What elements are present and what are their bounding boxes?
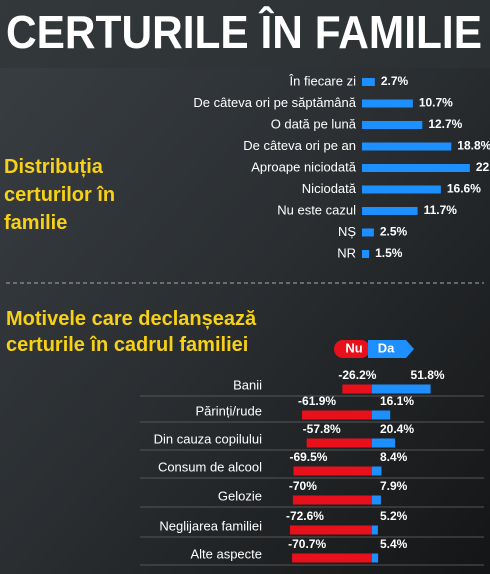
value-label: -70.7% [288, 537, 326, 551]
bar [362, 78, 375, 86]
value-label: 8.4% [380, 450, 408, 464]
bar [362, 207, 418, 215]
main-title: CERTURILE ÎN FAMILIE [6, 6, 482, 58]
legend-arrow [406, 340, 414, 358]
category-label: Gelozie [218, 488, 262, 503]
value-label: -26.2% [338, 368, 376, 382]
category-label: Nu este cazul [277, 202, 356, 217]
value-label: 1.5% [375, 246, 403, 260]
value-label: -69.5% [289, 450, 327, 464]
legend-label: Nu [345, 340, 362, 355]
header-band [0, 0, 490, 68]
value-label: 18.8% [457, 139, 490, 153]
category-label: Niciodată [302, 181, 357, 196]
category-label: Neglijarea familiei [159, 518, 262, 533]
chart-title: Distribuția certurilor în familie [4, 156, 115, 234]
category-label: Alte aspecte [190, 546, 262, 561]
value-label: 7.9% [380, 479, 408, 493]
bar [293, 466, 372, 476]
value-label: 51.8% [411, 368, 445, 382]
bar [372, 525, 378, 535]
value-label: 12.7% [428, 117, 462, 131]
value-label: 16.6% [447, 182, 481, 196]
category-label: În fiecare zi [289, 73, 357, 88]
bar [362, 164, 470, 172]
bar [292, 495, 372, 505]
value-label: 2.5% [380, 225, 408, 239]
value-label: -61.9% [298, 394, 336, 408]
category-label: Banii [233, 377, 262, 392]
bar [372, 410, 391, 420]
value-label: 11.7% [424, 203, 458, 217]
category-label: Consum de alcool [158, 459, 262, 474]
value-label: -72.6% [286, 509, 324, 523]
legend-swatch [334, 340, 370, 358]
bar [306, 438, 372, 448]
bar [372, 466, 382, 476]
bar [372, 495, 381, 505]
category-label: De câteva ori pe săptămână [193, 95, 356, 110]
bar [362, 185, 441, 194]
chart-title: Motivele care declanșează certurile în ca… [6, 308, 257, 356]
bar [342, 384, 372, 394]
category-label: O dată pe lună [271, 116, 357, 131]
bar [362, 142, 452, 151]
legend-swatch [368, 340, 406, 358]
value-label: -57.8% [303, 422, 341, 436]
category-label: Din cauza copilului [154, 431, 263, 446]
bar [372, 438, 396, 448]
value-label: 10.7% [419, 96, 453, 110]
bar [292, 553, 372, 563]
value-label: 5.2% [380, 509, 408, 523]
value-label: 20.4% [380, 422, 414, 436]
bar [362, 250, 370, 258]
category-label: NR [337, 245, 356, 260]
category-label: De câteva ori pe an [243, 138, 356, 153]
bar [289, 525, 372, 535]
bar [362, 228, 374, 237]
value-label: 22.7% [476, 160, 490, 174]
bar [302, 410, 372, 420]
bar [372, 553, 379, 563]
value-label: 5.4% [380, 537, 408, 551]
legend-label: Da [378, 340, 395, 355]
value-label: 16.1% [380, 394, 414, 408]
value-label: 2.7% [381, 74, 409, 88]
category-label: Părinți/rude [196, 403, 262, 418]
bar [372, 384, 431, 394]
bar [362, 99, 413, 108]
value-label: -70% [289, 479, 317, 493]
category-label: Aproape niciodată [251, 159, 357, 174]
category-label: NȘ [338, 224, 356, 239]
bar [362, 121, 423, 129]
